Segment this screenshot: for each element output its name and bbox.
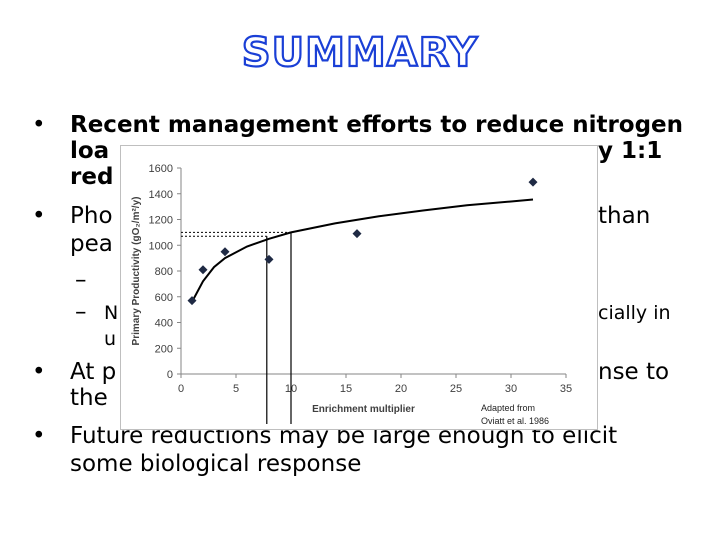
x-tick-label: 20 — [395, 383, 407, 395]
fit-curve — [191, 198, 534, 303]
bullet-1-line-3: red — [70, 164, 114, 190]
x-tick-label: 35 — [560, 383, 572, 395]
data-point — [187, 296, 197, 306]
y-tick-label: 1000 — [149, 240, 173, 252]
y-tick-label: 400 — [155, 318, 173, 330]
bullet-2-line-1-left: Pho — [70, 203, 113, 229]
y-tick-label: 200 — [155, 343, 173, 355]
x-tick-label: 15 — [340, 383, 352, 395]
bullet-3-line-2: the — [70, 385, 108, 411]
bullet-2-line-2: pea — [70, 231, 113, 257]
slide-title-graphic: SUMMARY — [241, 29, 479, 77]
data-point — [528, 177, 538, 187]
sub-bullet-dash: – — [75, 299, 87, 325]
bullet-3-line-1-right: nse to — [598, 359, 670, 385]
bullet-2-line-1-right: than — [598, 203, 651, 229]
bullet-1-line-2-right: y 1:1 — [598, 138, 663, 164]
y-axis-title: Primary Productivity (gO₂/m²/y) — [131, 197, 142, 346]
data-point — [220, 247, 230, 257]
y-tick-label: 600 — [155, 292, 173, 304]
slide-title: SUMMARY — [242, 30, 478, 76]
sub-bullet-2-line-1-right: cially in — [598, 302, 671, 324]
y-tick-label: 1600 — [149, 163, 173, 175]
bullet-marker: • — [32, 423, 46, 449]
annotation-line-1: Adapted from — [481, 403, 536, 413]
bullet-marker: • — [32, 359, 46, 385]
bullet-3-line-1-left: At p — [70, 359, 117, 385]
annotation-line-2: Oviatt et al. 1986 — [481, 416, 550, 426]
x-axis-title: Enrichment multiplier — [312, 404, 415, 415]
x-tick-label: 0 — [178, 383, 184, 395]
bullet-marker: • — [32, 112, 46, 138]
y-tick-label: 1400 — [149, 189, 173, 201]
sub-bullet-dash: – — [75, 267, 87, 293]
bullet-1-line-1: Recent management efforts to reduce nitr… — [70, 112, 684, 138]
y-tick-label: 800 — [155, 266, 173, 278]
data-point — [198, 265, 208, 275]
x-tick-label: 30 — [505, 383, 517, 395]
data-point — [264, 254, 274, 264]
sub-bullet-2-line-1-left: N — [104, 302, 119, 324]
y-tick-label: 0 — [167, 369, 173, 381]
x-tick-label: 5 — [233, 383, 239, 395]
bullet-1-line-2-left: loa — [70, 138, 110, 164]
data-point — [352, 229, 362, 239]
chart-annotation: Adapted from Oviatt et al. 1986 — [481, 402, 549, 428]
y-tick-label: 1200 — [149, 215, 173, 227]
bullet-4-line-2: some biological response — [70, 451, 362, 477]
sub-bullet-2-line-2: u — [104, 328, 117, 350]
productivity-chart: 0 200 400 600 800 1000 1200 1400 1600 0 5 10 15 20 25 3… — [120, 145, 598, 430]
bullet-marker: • — [32, 203, 46, 229]
x-tick-label: 25 — [450, 383, 462, 395]
